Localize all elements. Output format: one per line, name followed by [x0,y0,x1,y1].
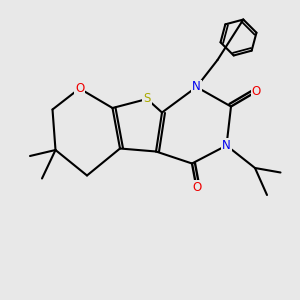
Text: O: O [252,85,261,98]
Text: S: S [143,92,151,106]
Text: O: O [192,181,201,194]
Text: N: N [192,80,201,94]
Text: O: O [75,82,84,95]
Text: N: N [222,139,231,152]
